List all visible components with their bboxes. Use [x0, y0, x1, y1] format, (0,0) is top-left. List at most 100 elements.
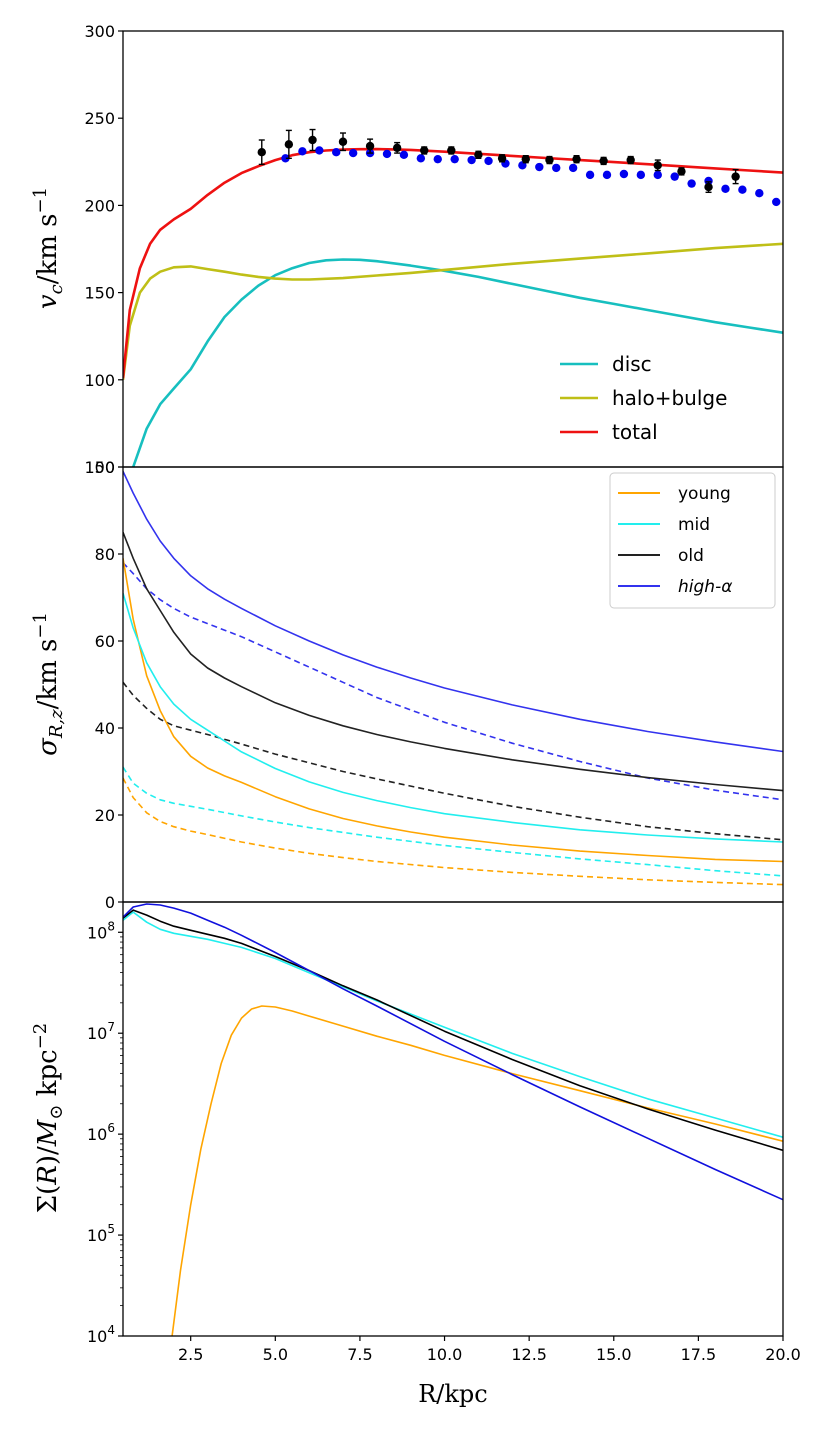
data-point-black	[599, 156, 608, 166]
data-point-black	[497, 154, 507, 163]
x-tick-label: 5.0	[263, 1345, 288, 1364]
data-point-blue	[721, 184, 730, 194]
series-line-total	[123, 147, 783, 379]
y-tick-label: 40	[95, 719, 115, 738]
y-tick-label: 80	[95, 545, 115, 564]
data-point-blue	[602, 170, 612, 180]
y-tick-label: 20	[95, 806, 115, 825]
p1-y-axis-label: vc/km s−1	[30, 187, 67, 309]
series-line-old	[123, 909, 783, 1152]
y-tick-label: 60	[95, 632, 115, 651]
series-line-halo+bulge	[123, 242, 783, 380]
y-tick-label: 250	[84, 109, 115, 128]
p3-y-ticks: 104 105 106 107 108	[87, 919, 123, 1346]
data-point-blue	[568, 163, 578, 173]
series-line-young	[123, 558, 783, 863]
p3-y-axis-label: Σ(R)/M⊙ kpc−2	[30, 1023, 67, 1214]
data-point-black	[474, 150, 483, 160]
series-line-old-z	[123, 681, 783, 841]
data-point-black	[545, 155, 554, 165]
y-tick-label: 200	[84, 196, 115, 215]
data-point-blue	[484, 156, 493, 166]
series-line-high-α	[123, 471, 783, 753]
p2-y-ticks: 0 20 40 60 80 100	[84, 458, 123, 912]
x-tick-label: 17.5	[681, 1345, 717, 1364]
data-point-black	[338, 137, 348, 146]
data-point-blue	[653, 170, 662, 180]
data-point-blue	[704, 176, 713, 186]
data-point-blue	[315, 146, 324, 155]
y-tick-label: 108	[87, 919, 115, 942]
y-tick-label: 0	[105, 893, 115, 912]
legend-label-old: old	[678, 546, 704, 566]
legend-label-high-α: high-α	[678, 577, 732, 597]
data-point-blue	[687, 179, 696, 188]
series-line-old	[123, 532, 783, 792]
data-point-blue	[399, 150, 409, 160]
p3-x-ticks: 2.5 5.0 7.5 10.0 12.5 15.0 17.5 20.0	[178, 1336, 801, 1364]
y-tick-label: 100	[84, 371, 115, 390]
data-point-blue	[670, 172, 679, 181]
data-point-black	[392, 143, 402, 153]
data-point-black	[257, 148, 266, 157]
data-point-blue	[619, 169, 629, 179]
data-point-black	[521, 154, 530, 164]
x-tick-label: 2.5	[178, 1345, 203, 1364]
data-point-blue	[535, 162, 544, 172]
series-line-high-α	[123, 903, 783, 1201]
legend-label-disc: disc	[612, 352, 652, 376]
series-line-mid	[123, 592, 783, 843]
y-tick-label: 104	[87, 1323, 115, 1346]
legend-label-halo+bulge: halo+bulge	[612, 386, 727, 410]
x-axis-label: R/kpc	[418, 1380, 488, 1408]
data-point-blue	[636, 170, 646, 180]
x-tick-label: 10.0	[427, 1345, 463, 1364]
series-line-young	[171, 1005, 783, 1336]
data-point-blue	[552, 163, 561, 173]
p2-y-axis-label: σR,z/km s−1	[30, 612, 67, 756]
data-point-black	[420, 146, 429, 155]
series-line-mid-z	[123, 766, 783, 877]
data-point-blue	[772, 197, 781, 207]
data-point-black	[626, 155, 635, 165]
panel-velocity-dispersion: 0 20 40 60 80 100 σR,z/km s−1 young mid old high…	[30, 458, 784, 912]
series-line-mid	[123, 911, 783, 1138]
data-point-blue	[348, 148, 358, 158]
y-tick-label: 106	[87, 1121, 115, 1144]
p2-plot-area	[123, 471, 783, 886]
p2-legend: young mid old high-α	[609, 472, 776, 609]
p3-plot-area	[123, 903, 783, 1336]
legend-box	[609, 472, 776, 609]
data-point-blue	[450, 154, 459, 164]
x-tick-label: 7.5	[347, 1345, 372, 1364]
data-point-black	[653, 161, 662, 170]
p3-frame	[122, 901, 784, 1337]
data-point-blue	[382, 149, 392, 159]
p1-legend: disc halo+bulge total	[560, 352, 727, 444]
data-point-blue	[738, 185, 747, 194]
data-point-black	[365, 141, 375, 151]
data-point-blue	[281, 154, 290, 163]
data-point-blue	[467, 155, 476, 165]
data-point-black	[308, 135, 317, 145]
x-tick-label: 20.0	[765, 1345, 801, 1364]
y-tick-label: 50	[95, 458, 115, 477]
data-point-black	[572, 154, 581, 164]
data-point-blue	[585, 170, 595, 180]
data-point-blue	[298, 147, 307, 156]
data-point-black	[447, 146, 456, 155]
series-line-young-z	[123, 777, 783, 886]
data-point-black	[284, 140, 294, 149]
data-point-black	[731, 172, 740, 181]
data-point-blue	[416, 154, 426, 163]
legend-label-young: young	[678, 484, 731, 504]
y-tick-label: 150	[84, 284, 115, 303]
y-tick-label: 105	[87, 1222, 115, 1245]
x-tick-label: 15.0	[596, 1345, 632, 1364]
x-tick-label: 12.5	[511, 1345, 547, 1364]
data-point-blue	[755, 188, 764, 198]
legend-label-total: total	[612, 420, 658, 444]
